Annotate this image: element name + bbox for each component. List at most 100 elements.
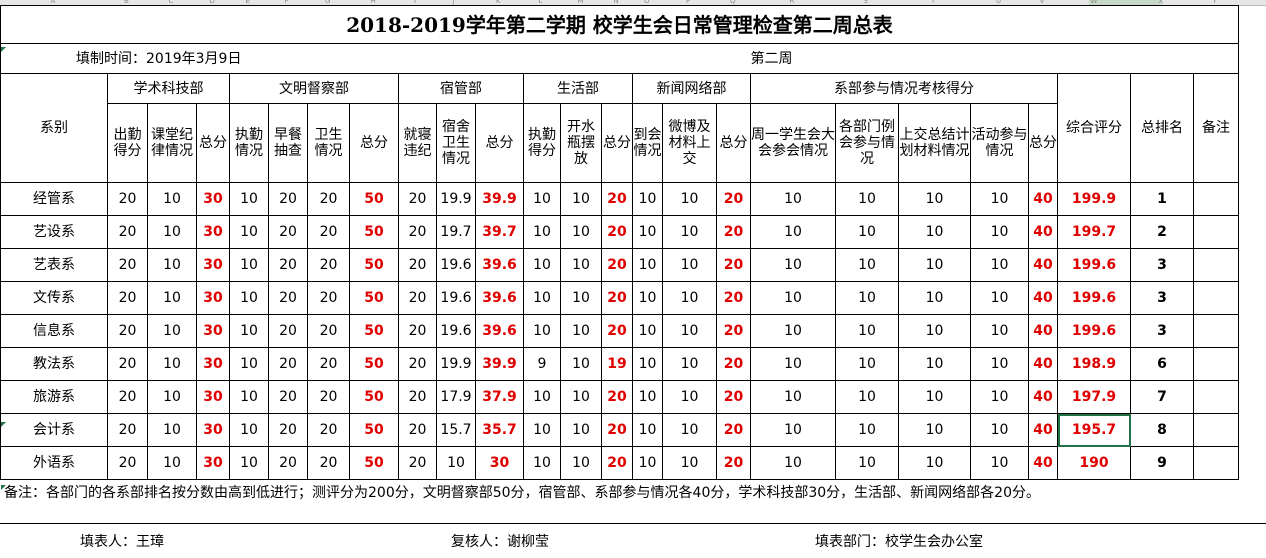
score-cell[interactable]: 50 [349, 182, 399, 216]
score-cell[interactable]: 10 [835, 281, 899, 315]
remark-cell[interactable] [1193, 215, 1239, 249]
score-cell[interactable]: 10 [523, 215, 561, 249]
score-cell[interactable]: 39.6 [475, 314, 524, 348]
score-cell[interactable]: 10 [229, 413, 269, 447]
score-cell[interactable]: 10 [750, 182, 836, 216]
score-cell[interactable]: 10 [970, 281, 1029, 315]
footer-filler[interactable]: 填表人：王璋 [80, 534, 164, 550]
score-cell[interactable]: 30 [475, 446, 524, 480]
score-cell[interactable]: 30 [196, 314, 230, 348]
score-cell[interactable]: 10 [662, 380, 717, 414]
score-cell[interactable]: 50 [349, 347, 399, 381]
score-cell[interactable]: 10 [229, 182, 269, 216]
dept-cell[interactable]: 经管系 [0, 182, 108, 216]
composite-score-cell[interactable]: 198.9 [1057, 347, 1131, 381]
score-cell[interactable]: 40 [1028, 314, 1058, 348]
score-cell[interactable]: 20 [268, 248, 308, 282]
score-cell[interactable]: 10 [560, 182, 602, 216]
week-label[interactable]: 第二周 [750, 43, 1239, 74]
score-cell[interactable]: 20 [398, 413, 437, 447]
score-cell[interactable]: 20 [716, 446, 751, 480]
score-cell[interactable]: 10 [147, 347, 197, 381]
score-cell[interactable]: 10 [898, 248, 971, 282]
sub-header-18[interactable]: 上交总结计划材料情况 [898, 103, 971, 183]
remark-cell[interactable] [1193, 281, 1239, 315]
column-letter[interactable]: A [50, 0, 56, 5]
remark-cell[interactable] [1193, 347, 1239, 381]
score-cell[interactable]: 10 [898, 314, 971, 348]
score-cell[interactable]: 10 [970, 314, 1029, 348]
sub-header-1[interactable]: 课堂纪律情况 [147, 103, 197, 183]
score-cell[interactable]: 40 [1028, 413, 1058, 447]
sub-header-9[interactable]: 总分 [475, 103, 524, 183]
group-dorm[interactable]: 宿管部 [398, 73, 524, 104]
score-cell[interactable]: 10 [970, 215, 1029, 249]
score-cell[interactable]: 10 [229, 314, 269, 348]
score-cell[interactable]: 19.6 [436, 248, 476, 282]
score-cell[interactable]: 10 [632, 281, 663, 315]
score-cell[interactable]: 10 [560, 281, 602, 315]
score-cell[interactable]: 10 [662, 347, 717, 381]
composite-score-cell[interactable]: 195.7 [1057, 413, 1131, 447]
sub-header-12[interactable]: 总分 [601, 103, 633, 183]
rank-cell[interactable]: 3 [1130, 248, 1194, 282]
score-cell[interactable]: 10 [147, 281, 197, 315]
score-cell[interactable]: 40 [1028, 281, 1058, 315]
dept-header[interactable]: 系别 [0, 73, 108, 183]
score-cell[interactable]: 10 [835, 347, 899, 381]
score-cell[interactable]: 40 [1028, 248, 1058, 282]
rank-cell[interactable]: 7 [1130, 380, 1194, 414]
score-cell[interactable]: 10 [560, 215, 602, 249]
score-cell[interactable]: 10 [560, 248, 602, 282]
sub-header-20[interactable]: 总分 [1028, 103, 1058, 183]
composite-header[interactable]: 综合评分 [1057, 73, 1131, 183]
sub-header-5[interactable]: 卫生情况 [307, 103, 350, 183]
score-cell[interactable]: 10 [229, 446, 269, 480]
score-cell[interactable]: 30 [196, 281, 230, 315]
column-letter[interactable]: X [1158, 0, 1164, 5]
score-cell[interactable]: 10 [898, 215, 971, 249]
score-cell[interactable]: 50 [349, 248, 399, 282]
score-cell[interactable]: 20 [107, 347, 148, 381]
score-cell[interactable]: 30 [196, 446, 230, 480]
score-cell[interactable]: 10 [970, 413, 1029, 447]
score-cell[interactable]: 10 [662, 215, 717, 249]
score-cell[interactable]: 10 [147, 413, 197, 447]
score-cell[interactable]: 10 [835, 182, 899, 216]
score-cell[interactable]: 10 [523, 413, 561, 447]
score-cell[interactable]: 20 [268, 314, 308, 348]
score-cell[interactable]: 50 [349, 380, 399, 414]
score-cell[interactable]: 10 [147, 314, 197, 348]
score-cell[interactable]: 20 [107, 248, 148, 282]
sub-header-11[interactable]: 开水瓶摆放 [560, 103, 602, 183]
remark-cell[interactable] [1193, 248, 1239, 282]
footer-department[interactable]: 填表部门：校学生会办公室 [815, 534, 983, 550]
score-cell[interactable]: 20 [398, 281, 437, 315]
dept-cell[interactable]: 旅游系 [0, 380, 108, 414]
column-letter[interactable]: F [284, 0, 289, 5]
score-cell[interactable]: 10 [750, 281, 836, 315]
score-cell[interactable]: 39.9 [475, 347, 524, 381]
score-cell[interactable]: 20 [268, 380, 308, 414]
score-cell[interactable]: 10 [523, 446, 561, 480]
score-cell[interactable]: 30 [196, 380, 230, 414]
dept-cell[interactable]: 外语系 [0, 446, 108, 480]
score-cell[interactable]: 19.6 [436, 281, 476, 315]
score-cell[interactable]: 10 [835, 314, 899, 348]
score-cell[interactable]: 20 [107, 314, 148, 348]
score-cell[interactable]: 15.7 [436, 413, 476, 447]
dept-cell[interactable]: 艺表系 [0, 248, 108, 282]
score-cell[interactable]: 20 [107, 380, 148, 414]
score-cell[interactable]: 10 [523, 314, 561, 348]
score-cell[interactable]: 20 [268, 446, 308, 480]
score-cell[interactable]: 10 [147, 380, 197, 414]
score-cell[interactable]: 20 [307, 413, 350, 447]
group-life[interactable]: 生活部 [523, 73, 633, 104]
rank-cell[interactable]: 9 [1130, 446, 1194, 480]
score-cell[interactable]: 10 [147, 182, 197, 216]
score-cell[interactable]: 20 [716, 215, 751, 249]
column-letter[interactable]: Q [730, 0, 736, 5]
score-cell[interactable]: 10 [835, 380, 899, 414]
score-cell[interactable]: 10 [662, 248, 717, 282]
composite-score-cell[interactable]: 199.9 [1057, 182, 1131, 216]
